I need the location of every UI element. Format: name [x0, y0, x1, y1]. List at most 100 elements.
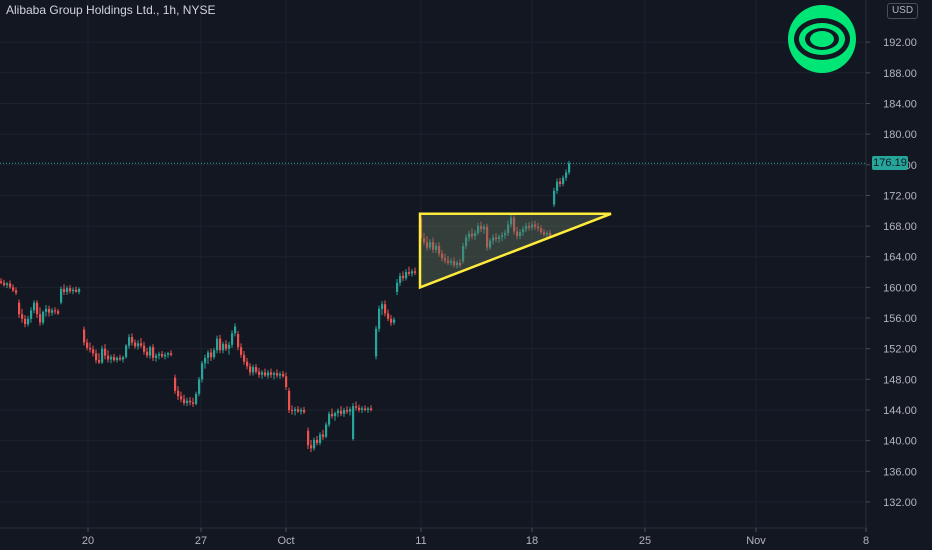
candle-body [246, 361, 249, 367]
candle-body [519, 232, 522, 237]
candle-body [423, 238, 426, 243]
candle-body [45, 308, 48, 312]
ascending-triangle-pattern[interactable] [418, 212, 612, 290]
candle-body [72, 289, 75, 292]
candle-body [459, 262, 462, 266]
candle-body [63, 288, 66, 292]
candle-body [498, 236, 501, 240]
candle-body [471, 233, 474, 237]
candle-body [101, 348, 104, 363]
candle-body [340, 410, 343, 414]
candle-body [501, 235, 504, 237]
candle-body [95, 353, 98, 361]
candle-body [474, 232, 477, 237]
candle-body [387, 313, 390, 319]
candle-body [177, 390, 180, 397]
candle-body [107, 355, 110, 360]
price-axis-tick-label: 168.00 [883, 221, 917, 233]
candle-body [325, 424, 328, 437]
candle-body [66, 288, 69, 292]
candle-body [355, 406, 358, 408]
candle-body [158, 354, 161, 356]
candle-body [143, 345, 146, 352]
candle-body [328, 413, 331, 425]
candle-body [367, 408, 370, 410]
candle-body [316, 439, 319, 443]
candle-body [322, 434, 325, 437]
candle-body [104, 348, 107, 356]
candle-body [510, 217, 513, 225]
candle-body [393, 319, 396, 323]
price-axis-tick-label: 164.00 [883, 252, 917, 264]
symbol-title[interactable]: Alibaba Group Holdings Ltd., 1h, NYSE [6, 3, 216, 17]
candle-body [553, 190, 556, 205]
candle-body [310, 445, 313, 449]
candle-body [282, 373, 285, 377]
price-axis-tick-label: 148.00 [883, 374, 917, 386]
candle-body [396, 282, 399, 292]
candle-body [390, 318, 393, 323]
candle-body [195, 393, 198, 404]
candle-body [411, 271, 414, 274]
candle-body [303, 409, 306, 413]
candle-body [426, 242, 429, 248]
candle-body [36, 302, 39, 315]
candle-body [343, 409, 346, 414]
time-axis[interactable]: 20 27 Oct 11 18 25 Nov 8 [82, 528, 869, 547]
candle-body [465, 237, 468, 246]
candle-body [189, 400, 192, 403]
candle-body [462, 245, 465, 262]
candle-body [267, 372, 270, 376]
candle-body [75, 289, 78, 292]
candle-body [161, 354, 164, 357]
price-axis-tick-label: 140.00 [883, 436, 917, 448]
time-axis-tick-label: 27 [195, 535, 207, 547]
candle-body [149, 347, 152, 356]
candle-body [113, 357, 116, 361]
candle-body [134, 342, 137, 347]
candle-body [240, 347, 243, 355]
candle-body [98, 360, 101, 363]
candle-body [3, 282, 6, 286]
price-axis-tick-label: 156.00 [883, 313, 917, 325]
currency-badge[interactable]: USD [887, 3, 918, 19]
candle-body [21, 314, 24, 319]
price-axis-tick-label: 180.00 [883, 129, 917, 141]
price-axis-tick-label: 172.00 [883, 190, 917, 202]
candle-body [456, 262, 459, 266]
candle-body [89, 347, 92, 350]
candle-body [155, 355, 158, 358]
candle-body [546, 232, 549, 235]
candle-body [429, 242, 432, 248]
candle-body [349, 409, 352, 412]
candle-body [60, 288, 63, 303]
candle-body [441, 253, 444, 259]
candle-body [492, 237, 495, 241]
candle-body [288, 390, 291, 410]
candle-body [6, 283, 9, 286]
candle-body [225, 344, 228, 349]
price-axis[interactable]: 192.00188.00184.00180.00176.00172.00168.… [866, 37, 917, 509]
candle-body [432, 242, 435, 250]
candle-body [483, 226, 486, 230]
price-axis-tick-label: 136.00 [883, 466, 917, 478]
candle-body [33, 302, 36, 311]
candle-body [319, 434, 322, 443]
candle-body [119, 357, 122, 360]
candle-body [255, 367, 258, 372]
candle-body [537, 226, 540, 229]
candle-body [48, 308, 51, 313]
time-axis-tick-label: 11 [415, 535, 426, 547]
candle-body [381, 304, 384, 309]
candle-body [128, 337, 131, 346]
candle-body [444, 258, 447, 261]
candle-body [204, 357, 207, 364]
candle-body [252, 367, 255, 373]
last-price-label: 176.19 [872, 156, 908, 171]
candle-body [334, 413, 337, 417]
candle-body [86, 342, 89, 348]
candle-body [9, 283, 12, 288]
candle-body [447, 260, 450, 263]
candle-body [198, 379, 201, 394]
